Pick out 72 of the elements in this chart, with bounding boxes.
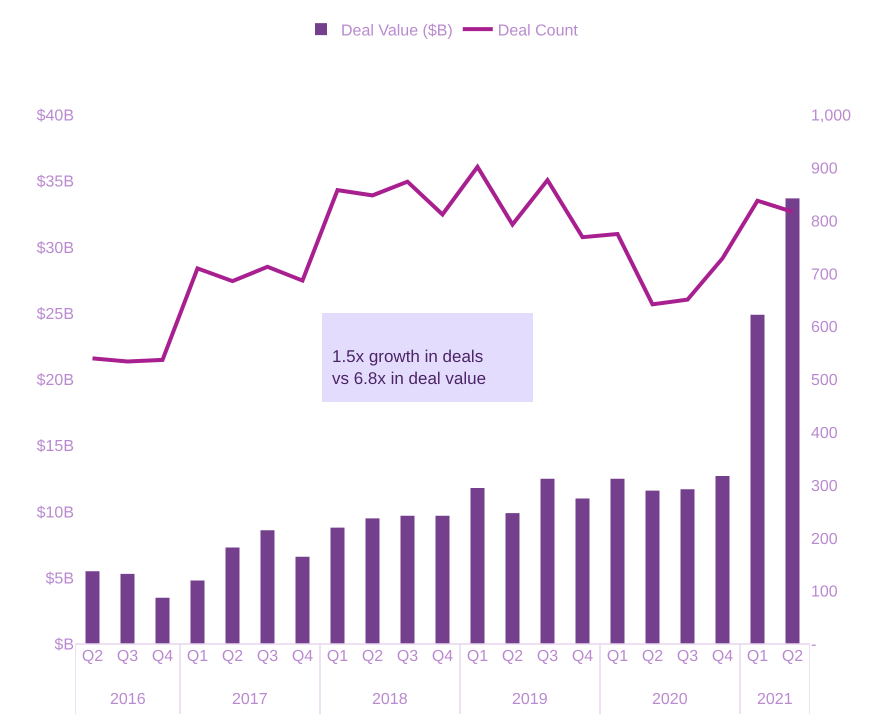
text: 2016 — [110, 691, 146, 708]
line-series — [90, 164, 794, 364]
legend-label: Deal Count — [498, 22, 578, 40]
y-tick-label: $15B — [36, 438, 74, 456]
y2-tick-label: 100 — [811, 584, 838, 601]
y2-tick-label: 900 — [811, 160, 838, 178]
bar — [400, 516, 414, 644]
y-tick-label: $5B — [46, 570, 74, 588]
x-tick-label: Q3 — [256, 648, 278, 665]
bar — [366, 518, 380, 644]
bar — [296, 556, 310, 644]
bar — [120, 574, 134, 644]
text: 2019 — [512, 691, 548, 708]
bar — [716, 476, 730, 644]
y-tick-label: $40B — [36, 108, 74, 125]
bar — [750, 314, 764, 644]
x-tick-label: Q4 — [712, 648, 734, 665]
text: 2021 — [757, 691, 793, 708]
x-tick-label: Q3 — [676, 648, 698, 665]
y2-tick-label: 1,000 — [811, 108, 852, 125]
bar — [646, 490, 660, 644]
x-tick-label: Q1 — [606, 648, 628, 665]
y2-tick-label: 800 — [811, 213, 838, 230]
bar — [330, 528, 344, 644]
y-tick-label: $25B — [36, 306, 74, 323]
y2-tick-label: 700 — [811, 266, 838, 284]
x-tick-label: Q1 — [186, 648, 208, 665]
text: 2017 — [232, 691, 268, 708]
y-tick-label: $B — [54, 636, 74, 654]
bar — [786, 198, 800, 644]
x-tick-label: Q2 — [222, 648, 244, 665]
y2-tick-label: 400 — [811, 425, 838, 442]
y2-tick-label: 300 — [811, 478, 838, 495]
x-tick-label: Q2 — [362, 648, 384, 665]
bar — [680, 489, 694, 644]
y-tick-label: $20B — [36, 372, 74, 390]
y-tick-label: $35B — [36, 174, 74, 191]
bar — [470, 488, 484, 644]
bar — [576, 498, 590, 644]
x-tick-label: Q3 — [536, 648, 558, 665]
y2-tick-label: 200 — [811, 530, 838, 548]
x-tick-label: Q4 — [572, 648, 594, 665]
x-tick-label: Q3 — [396, 648, 418, 665]
x-tick-label: Q2 — [782, 648, 804, 665]
x-tick-label: Q4 — [152, 648, 174, 665]
bar — [190, 580, 204, 644]
bar — [86, 571, 100, 644]
bar — [226, 547, 240, 644]
x-tick-label: Q1 — [746, 648, 768, 665]
x-tick-label: Q2 — [502, 648, 524, 665]
y-tick-label: $30B — [36, 240, 74, 257]
x-tick-label: Q4 — [292, 648, 314, 665]
text: 2020 — [652, 691, 688, 708]
bar — [260, 530, 274, 644]
legend-label: Deal Value ($B) — [341, 22, 453, 40]
x-tick-label: Q4 — [432, 648, 454, 665]
x-tick-label: Q2 — [82, 648, 104, 665]
x-tick-label: Q2 — [642, 648, 664, 665]
bar — [156, 598, 170, 644]
x-tick-label: Q1 — [326, 648, 348, 665]
x-tick-label: Q1 — [466, 648, 488, 665]
text: 2018 — [372, 691, 408, 708]
y2-tick-label: 600 — [811, 319, 838, 336]
bar — [506, 513, 520, 644]
y-tick-label: $10B — [36, 504, 74, 522]
annotation: 1.5x growth in deals vs 6.8x in deal value — [332, 347, 486, 388]
y2-tick-label: 500 — [811, 372, 838, 390]
x-tick-label: Q3 — [116, 648, 138, 665]
bar — [436, 516, 450, 644]
y2-tick-label: - — [811, 636, 816, 654]
bar — [540, 478, 554, 644]
bar — [610, 478, 624, 644]
